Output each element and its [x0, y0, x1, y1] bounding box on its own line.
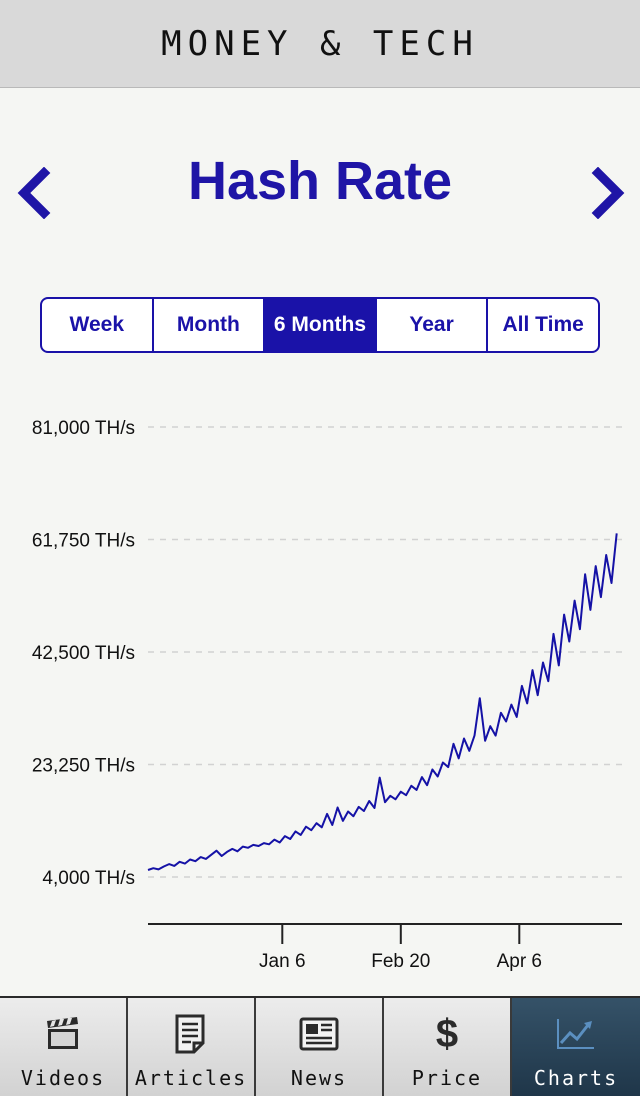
tab-news[interactable]: News	[256, 998, 384, 1096]
tab-articles-label: Articles	[134, 1066, 248, 1090]
app-title: MONEY & TECH	[161, 23, 479, 64]
newspaper-icon	[297, 1012, 341, 1056]
range-year-tab[interactable]: Year	[377, 299, 489, 351]
document-icon	[169, 1012, 213, 1056]
chevron-right-icon	[591, 167, 625, 219]
clapperboard-icon	[41, 1012, 85, 1056]
line-chart-icon	[554, 1012, 598, 1056]
x-tick-label: Jan 6	[259, 951, 305, 972]
tab-charts-label: Charts	[533, 1066, 619, 1090]
tab-news-label: News	[290, 1066, 348, 1090]
tab-videos-label: Videos	[20, 1066, 106, 1090]
chevron-left-icon	[17, 167, 51, 219]
bottom-tab-bar: Videos Articles News	[0, 996, 640, 1096]
tab-price-label: Price	[411, 1066, 483, 1090]
tab-price[interactable]: $ Price	[384, 998, 512, 1096]
y-tick-label: 81,000 TH/s	[32, 418, 135, 439]
y-tick-label: 61,750 TH/s	[32, 531, 135, 552]
tab-charts[interactable]: Charts	[512, 998, 640, 1096]
y-tick-label: 42,500 TH/s	[32, 643, 135, 664]
range-week-tab[interactable]: Week	[42, 299, 154, 351]
x-tick-label: Feb 20	[371, 951, 430, 972]
range-month-tab[interactable]: Month	[154, 299, 266, 351]
tab-articles[interactable]: Articles	[128, 998, 256, 1096]
range-all-time-tab[interactable]: All Time	[502, 313, 584, 336]
hash-rate-chart: 81,000 TH/s 61,750 TH/s 42,500 TH/s 23,250 …	[32, 418, 622, 972]
x-tick-label: Apr 6	[497, 951, 542, 972]
range-6-months-tab[interactable]: 6 Months	[265, 299, 377, 351]
tab-videos[interactable]: Videos	[0, 998, 128, 1096]
chart-title: Hash Rate	[187, 151, 453, 211]
hash-rate-series-line	[147, 533, 618, 871]
next-chart-button[interactable]	[586, 165, 630, 221]
previous-chart-button[interactable]	[12, 165, 56, 221]
y-tick-label: 23,250 TH/s	[32, 756, 135, 777]
time-range-selector: Week Month 6 Months Year All Time	[40, 297, 600, 353]
dollar-icon: $	[435, 1011, 459, 1056]
app-header: MONEY & TECH	[0, 0, 640, 88]
y-tick-label: 4,000 TH/s	[42, 868, 135, 889]
